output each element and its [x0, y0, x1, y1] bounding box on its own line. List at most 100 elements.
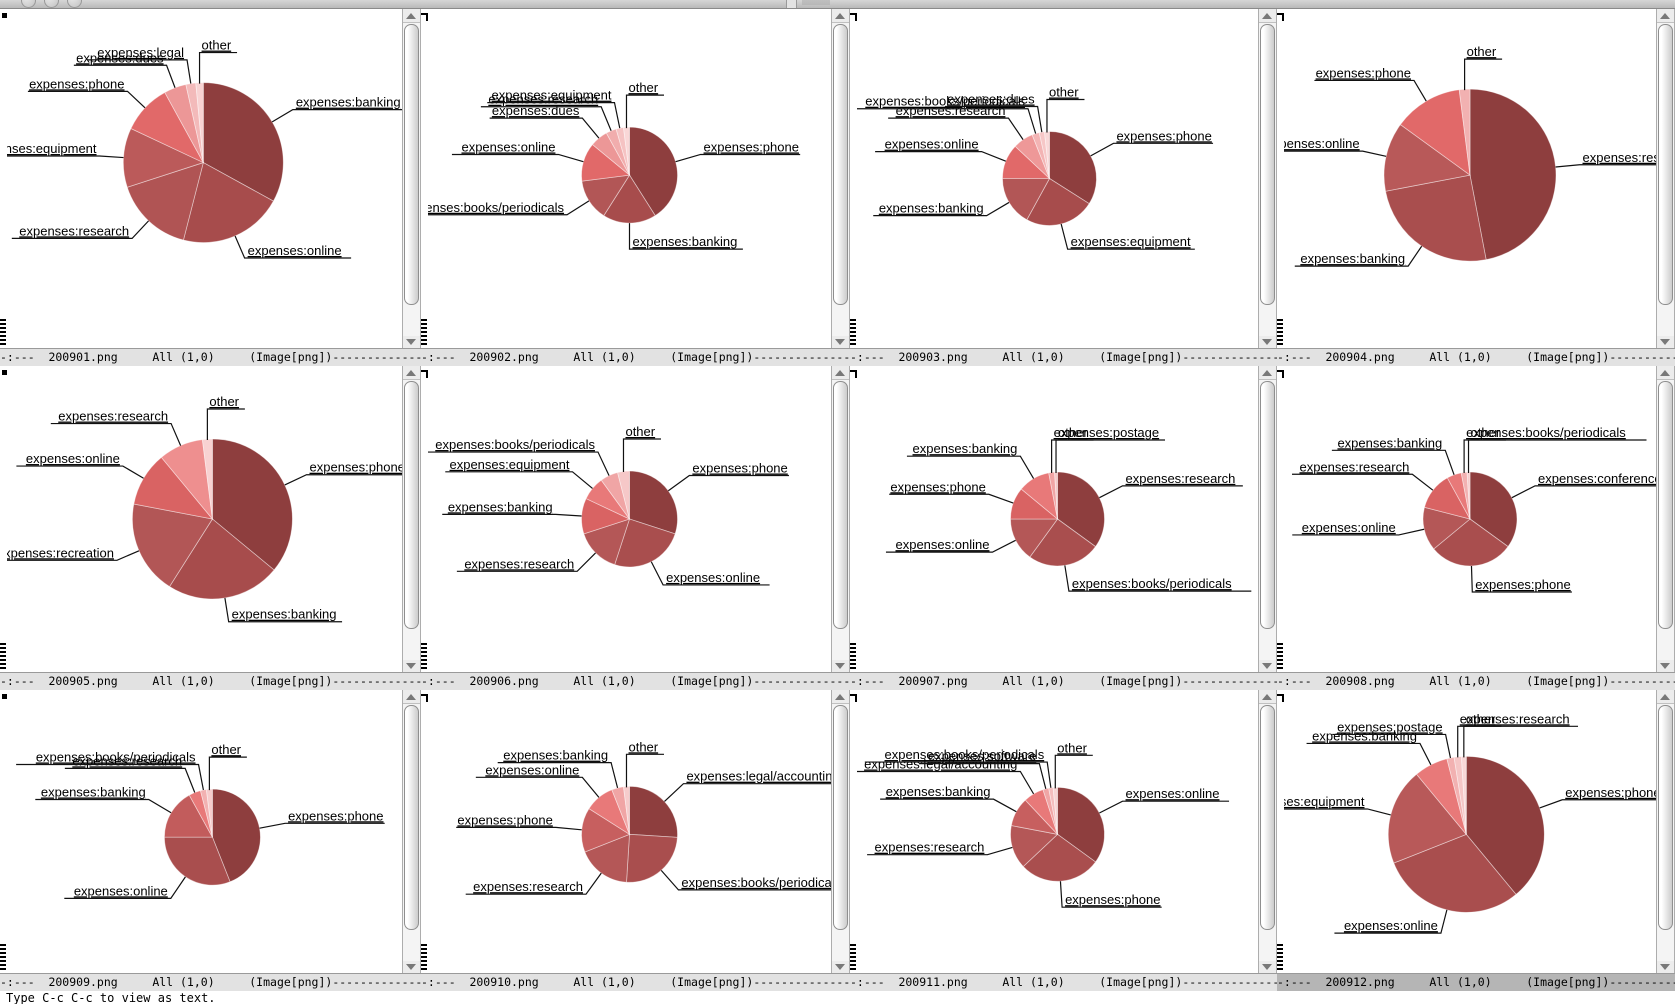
emacs-window[interactable]: expenses:phone expenses:equipment expenses… [850, 9, 1277, 366]
pie-slice [1057, 786, 1105, 863]
scroll-up-icon[interactable] [403, 366, 420, 380]
scroll-down-icon[interactable] [1259, 961, 1276, 973]
minimize-button[interactable] [44, 0, 59, 8]
close-button[interactable] [21, 0, 36, 8]
scroll-up-icon[interactable] [832, 690, 849, 704]
scroll-up-icon[interactable] [403, 9, 420, 23]
scrollbar[interactable] [1258, 690, 1277, 973]
scrollbar-thumb[interactable] [1658, 705, 1673, 930]
scrollbar-thumb[interactable] [1658, 24, 1673, 305]
scrollbar[interactable] [1656, 690, 1675, 973]
image-canvas[interactable]: expenses:phone expenses:online expenses:re… [428, 366, 831, 672]
scrollbar-thumb[interactable] [404, 24, 419, 305]
scroll-up-icon[interactable] [1657, 366, 1674, 380]
scrollbar[interactable] [402, 366, 421, 672]
scrollbar[interactable] [1258, 366, 1277, 672]
emacs-window[interactable]: expenses:phone expenses:online expenses:re… [421, 366, 850, 690]
emacs-window[interactable]: expenses:banking expenses:online expenses:… [0, 9, 421, 366]
scroll-up-icon[interactable] [832, 366, 849, 380]
scrollbar[interactable] [402, 9, 421, 348]
scrollbar-thumb[interactable] [404, 705, 419, 930]
image-canvas[interactable]: expenses:banking expenses:online expenses:… [7, 9, 402, 348]
scroll-up-icon[interactable] [1657, 690, 1674, 704]
image-canvas[interactable]: expenses:phone expenses:online expenses:ba… [7, 690, 402, 973]
image-canvas[interactable]: expenses:research expenses:banking expense… [1284, 9, 1656, 348]
emacs-window[interactable]: expenses:phone expenses:banking expenses:r… [0, 366, 421, 690]
scrollbar[interactable] [1656, 366, 1675, 672]
scroll-down-icon[interactable] [403, 336, 420, 348]
scroll-up-icon[interactable] [403, 690, 420, 704]
modeline[interactable]: -:--- 200908.png All (1,0) (Image[png])-… [1277, 672, 1675, 690]
scroll-down-icon[interactable] [403, 660, 420, 672]
scrollbar-thumb[interactable] [1658, 381, 1673, 629]
label-leader-line [1539, 799, 1656, 809]
image-corner-mark [1277, 13, 1284, 21]
scroll-down-icon[interactable] [1259, 660, 1276, 672]
scroll-down-icon[interactable] [832, 961, 849, 973]
label-leader-line [284, 474, 402, 486]
scroll-down-icon[interactable] [1259, 336, 1276, 348]
scroll-down-icon[interactable] [832, 336, 849, 348]
image-canvas[interactable]: expenses:research expenses:books/periodic… [857, 366, 1258, 672]
scrollbar-thumb[interactable] [1260, 24, 1275, 305]
scroll-up-icon[interactable] [1657, 9, 1674, 23]
emacs-window[interactable]: expenses:research expenses:banking expense… [1277, 9, 1675, 366]
scrollbar[interactable] [402, 690, 421, 973]
scroll-down-icon[interactable] [1657, 336, 1674, 348]
emacs-window[interactable]: expenses:phone expenses:online expenses:eq… [1277, 690, 1675, 991]
scrollbar[interactable] [1656, 9, 1675, 348]
emacs-window[interactable]: expenses:phone expenses:online expenses:ba… [0, 690, 421, 991]
label-leader-line [867, 846, 1013, 856]
emacs-window[interactable]: expenses:legal/accounting expenses:books/… [421, 690, 850, 991]
scroll-up-icon[interactable] [1259, 366, 1276, 380]
modeline[interactable]: -:--- 200909.png All (1,0) (Image[png])-… [0, 973, 421, 991]
image-canvas[interactable]: expenses:phone expenses:banking expenses:b… [428, 9, 831, 348]
label-leader-line [35, 798, 172, 814]
scrollbar-thumb[interactable] [833, 24, 848, 305]
emacs-window[interactable]: expenses:online expenses:phone expenses:re… [850, 690, 1277, 991]
emacs-window[interactable]: expenses:conferences expenses:phone expens… [1277, 366, 1675, 690]
modeline[interactable]: -:--- 200901.png All (1,0) (Image[png])-… [0, 348, 421, 366]
modeline[interactable]: -:--- 200902.png All (1,0) (Image[png])-… [421, 348, 850, 366]
scroll-down-icon[interactable] [403, 961, 420, 973]
modeline[interactable]: -:--- 200907.png All (1,0) (Image[png])-… [850, 672, 1277, 690]
scroll-up-icon[interactable] [1259, 690, 1276, 704]
scrollbar[interactable] [831, 9, 850, 348]
image-corner-mark [421, 370, 428, 378]
modeline[interactable]: -:--- 200903.png All (1,0) (Image[png])-… [850, 348, 1277, 366]
scrollbar-thumb[interactable] [1260, 705, 1275, 930]
image-canvas[interactable]: expenses:phone expenses:online expenses:eq… [1284, 690, 1656, 973]
modeline[interactable]: -:--- 200911.png All (1,0) (Image[png])-… [850, 973, 1277, 991]
image-canvas[interactable]: expenses:legal/accounting expenses:books/… [428, 690, 831, 973]
scrollbar-thumb[interactable] [1260, 381, 1275, 629]
scroll-down-icon[interactable] [1657, 961, 1674, 973]
image-canvas[interactable]: expenses:phone expenses:banking expenses:r… [7, 366, 402, 672]
emacs-window[interactable]: expenses:phone expenses:banking expenses:b… [421, 9, 850, 366]
slice-label: expenses:banking [448, 499, 553, 514]
scrollbar[interactable] [831, 366, 850, 672]
scrollbar-thumb[interactable] [833, 381, 848, 629]
modeline[interactable]: -:--- 200906.png All (1,0) (Image[png])-… [421, 672, 850, 690]
slice-label: expenses:conferences [1538, 471, 1656, 486]
scrollbar[interactable] [1258, 9, 1277, 348]
image-canvas[interactable]: expenses:conferences expenses:phone expens… [1284, 366, 1656, 672]
modeline[interactable]: -:--- 200912.png All (1,0) (Image[png])-… [1277, 973, 1675, 991]
modeline[interactable]: -:--- 200905.png All (1,0) (Image[png])-… [0, 672, 421, 690]
modeline[interactable]: -:--- 200904.png All (1,0) (Image[png])-… [1277, 348, 1675, 366]
scrollbar[interactable] [831, 690, 850, 973]
modeline[interactable]: -:--- 200910.png All (1,0) (Image[png])-… [421, 973, 850, 991]
label-leader-line [864, 761, 1052, 788]
zoom-button[interactable] [67, 0, 82, 8]
label-leader-line [475, 776, 600, 798]
image-canvas[interactable]: expenses:online expenses:phone expenses:re… [857, 690, 1258, 973]
scroll-up-icon[interactable] [1259, 9, 1276, 23]
scrollbar-thumb[interactable] [833, 705, 848, 930]
scroll-down-icon[interactable] [832, 660, 849, 672]
emacs-window[interactable]: expenses:research expenses:books/periodic… [850, 366, 1277, 690]
label-leader-line [880, 798, 1017, 813]
scroll-down-icon[interactable] [1657, 660, 1674, 672]
label-leader-line [1292, 473, 1434, 491]
image-canvas[interactable]: expenses:phone expenses:equipment expenses… [857, 9, 1258, 348]
scroll-up-icon[interactable] [832, 9, 849, 23]
scrollbar-thumb[interactable] [404, 381, 419, 629]
